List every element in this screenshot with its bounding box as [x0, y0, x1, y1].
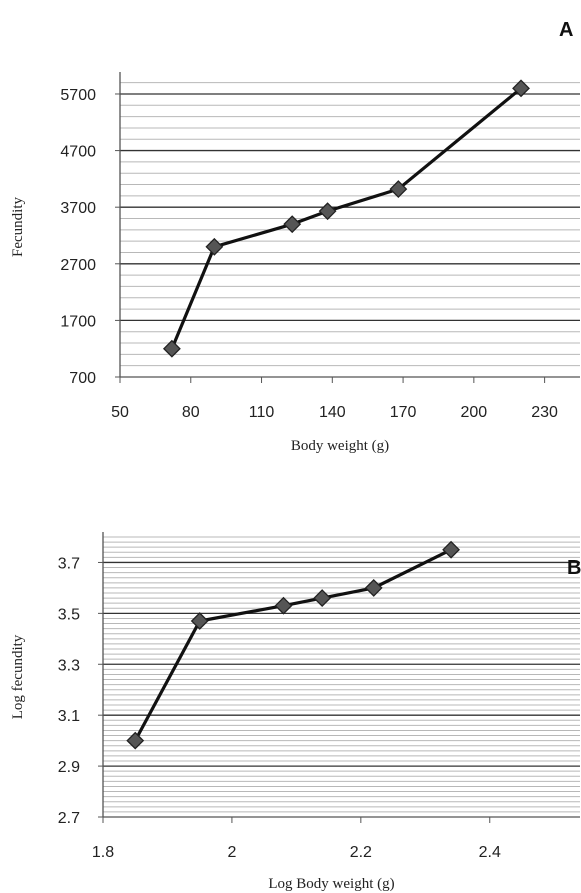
data-point-marker	[283, 215, 302, 234]
x-tick-label: 2	[227, 844, 236, 861]
x-tick-label: 170	[390, 404, 417, 421]
x-tick-label: 1.8	[92, 844, 114, 861]
y-tick-label: 3700	[60, 200, 96, 217]
x-tick-label: 50	[111, 404, 129, 421]
data-point-marker	[205, 237, 224, 256]
y-tick-label: 3.1	[58, 708, 80, 725]
series-line	[170, 87, 523, 350]
y-tick-label: 3.7	[58, 555, 80, 572]
data-point-marker	[190, 612, 209, 630]
panel-b-chart: 2.7 2.9 3.1 3.3 3.5 3.7 1.8 2 2.2 2.4 Log Body wei…	[10, 532, 581, 892]
data-point-marker	[318, 202, 337, 221]
y-axis-title: Fecundity	[10, 197, 26, 257]
panel-label: A	[559, 19, 573, 41]
x-tick-label: 140	[319, 404, 346, 421]
y-tick-label: 4700	[60, 144, 96, 161]
data-point-marker	[442, 540, 461, 559]
data-point-marker	[126, 731, 145, 750]
panel-a-chart: 700 1700 2700 3700 4700 5700 50 80 110 140 170 200 2…	[10, 19, 580, 454]
data-point-marker	[274, 596, 293, 615]
y-tick-label: 2700	[60, 257, 96, 274]
y-axis-title: Log fecundity	[10, 634, 26, 719]
x-tick-label: 230	[531, 404, 558, 421]
y-tick-label: 2.7	[58, 810, 80, 827]
y-tick-label: 5700	[60, 87, 96, 104]
series-line	[133, 548, 452, 742]
data-point-marker	[512, 79, 530, 98]
data-point-marker	[313, 589, 332, 608]
y-tick-label: 3.5	[58, 606, 80, 623]
x-tick-label: 2.2	[350, 844, 372, 861]
x-axis-title: Body weight (g)	[291, 438, 389, 454]
y-tick-label: 3.3	[58, 657, 80, 674]
y-tick-label: 2.9	[58, 759, 80, 776]
x-tick-label: 110	[249, 404, 275, 421]
x-axis-title: Log Body weight (g)	[268, 876, 394, 892]
x-tick-label: 80	[182, 404, 200, 421]
y-tick-label: 700	[69, 370, 96, 387]
x-tick-label: 2.4	[479, 844, 501, 861]
data-point-marker	[389, 180, 408, 198]
data-point-marker	[162, 339, 181, 358]
y-tick-label: 1700	[60, 313, 96, 330]
panel-label: B	[567, 557, 581, 579]
data-point-marker	[364, 578, 383, 597]
x-tick-label: 200	[460, 404, 487, 421]
